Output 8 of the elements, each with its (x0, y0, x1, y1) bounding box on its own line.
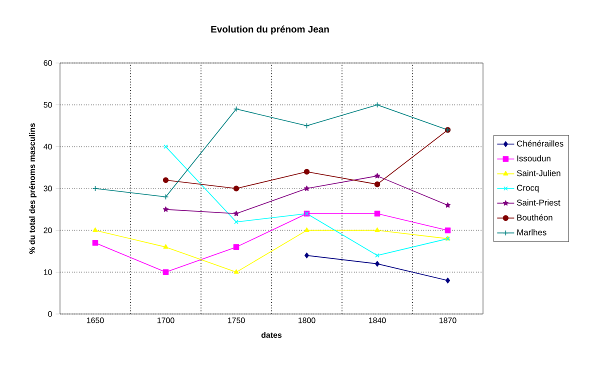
legend-label: Crocq (517, 184, 539, 192)
chart-title: Evolution du prénom Jean (211, 26, 329, 34)
legend-label: Marlhes (517, 229, 546, 236)
legend-label: Chénérailles (517, 140, 564, 147)
legend-label: Saint-Priest (516, 199, 560, 206)
legend-label: Issoudun (517, 155, 550, 162)
legend-label: Bouthéon (517, 214, 552, 221)
legend-label: Saint-Julien (516, 170, 560, 176)
